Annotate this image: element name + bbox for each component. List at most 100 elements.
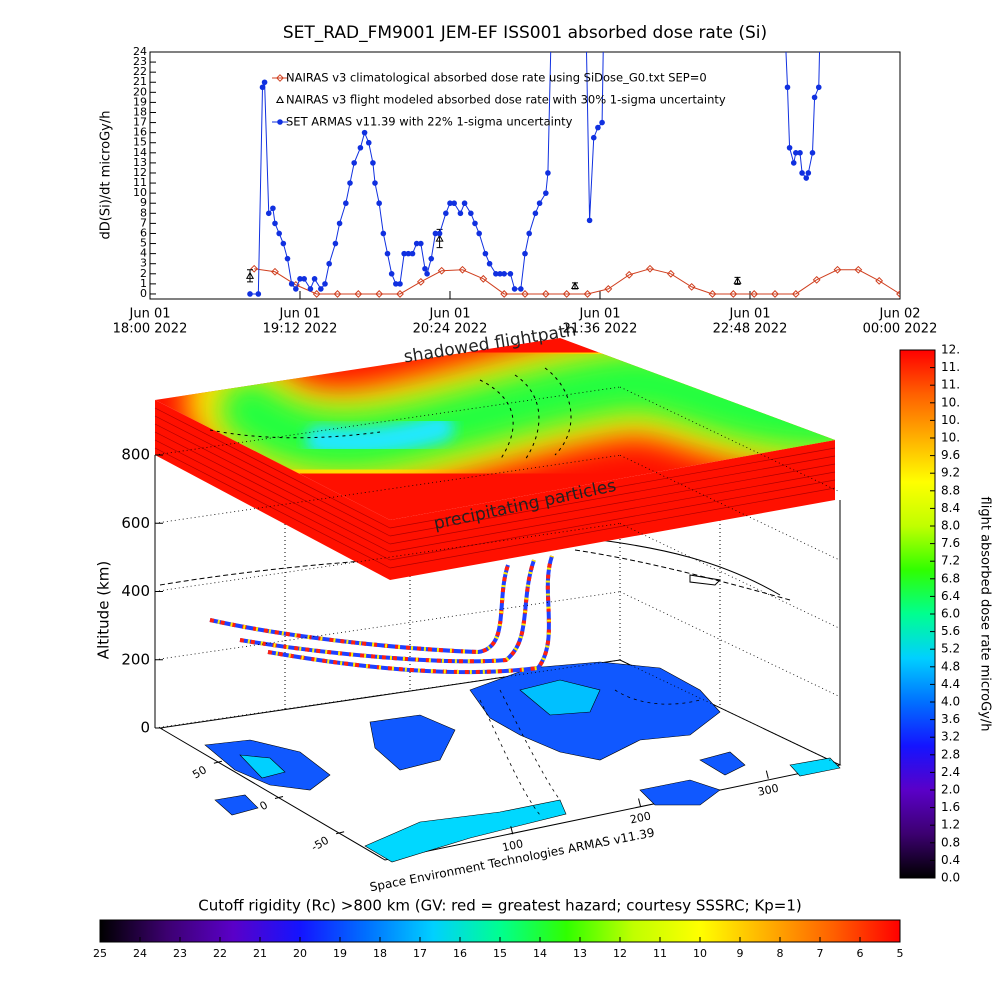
marker — [518, 286, 524, 292]
marker — [271, 267, 279, 276]
flight-tracks — [159, 539, 791, 601]
marker — [541, 290, 550, 298]
marker — [786, 144, 793, 151]
colorbar-tick-label: 10. — [941, 395, 960, 409]
colorbar-tick-label: 11 — [653, 947, 667, 960]
marker — [277, 119, 283, 125]
grid-line — [619, 591, 841, 698]
marker — [432, 230, 439, 237]
y-tick-label: 5 — [140, 237, 147, 250]
marker — [811, 94, 818, 101]
marker — [476, 230, 482, 237]
marker — [393, 281, 399, 287]
marker — [458, 265, 467, 274]
colorbar — [899, 349, 936, 879]
marker — [272, 220, 278, 227]
marker — [750, 290, 759, 298]
y-tick-label: 22 — [133, 65, 147, 78]
colorbar-tick-label: 1.6 — [941, 800, 960, 814]
z-tick-label: 200 — [121, 650, 150, 668]
marker — [312, 290, 321, 298]
colorbar-tick-label: 4.4 — [941, 677, 960, 691]
marker — [599, 119, 605, 126]
marker — [255, 291, 262, 297]
colorbar-tick-label: 8.0 — [941, 519, 960, 533]
colorbar-tick-label: 2.4 — [941, 765, 960, 779]
y-tick-label: 14 — [133, 146, 147, 159]
marker — [590, 134, 597, 141]
marker — [333, 290, 342, 298]
marker — [687, 282, 696, 291]
marker — [833, 265, 842, 274]
y-axis-label: dD(Si)/dt microGy/h — [99, 111, 114, 240]
marker — [532, 210, 539, 217]
colorbar-tick-label: 8.4 — [941, 501, 960, 515]
marker — [261, 79, 268, 86]
colorbar-tick-label: 10. — [941, 431, 960, 445]
colorbar-tick-label: 8 — [777, 947, 784, 960]
marker — [354, 290, 363, 298]
marker — [468, 210, 474, 217]
colorbar-tick-label: 10. — [941, 413, 960, 427]
y-tick-label: 12 — [133, 166, 147, 179]
colorbar-title: flight absorbed dose rate microGy/h — [978, 497, 993, 732]
colorbar-tick-label: 6.0 — [941, 607, 960, 621]
marker — [500, 290, 509, 298]
marker — [376, 200, 382, 207]
marker — [384, 250, 391, 257]
marker — [276, 74, 284, 82]
y-tick-label: 4 — [140, 247, 147, 260]
marker — [646, 264, 654, 273]
colorbar-title: Cutoff rigidity (Rc) >800 km (GV: red = … — [198, 897, 801, 915]
marker — [809, 150, 816, 156]
x-tick-label: 00:00 2022 — [863, 322, 938, 337]
legend-label: SET ARMAS v11.39 with 22% 1-sigma uncert… — [286, 115, 573, 129]
marker — [332, 240, 339, 247]
marker — [401, 250, 407, 257]
colorbar-tick-label: 8.8 — [941, 483, 960, 497]
lat-tick-label: 0 — [257, 798, 270, 813]
marker — [815, 84, 822, 91]
marker — [482, 250, 489, 257]
marker — [343, 200, 349, 207]
marker — [270, 205, 276, 212]
z-axis-label: Altitude (km) — [95, 561, 113, 659]
colorbar-tick-label: 24 — [133, 947, 147, 960]
marker — [413, 240, 420, 247]
series-line — [250, 52, 821, 295]
marker — [418, 240, 424, 247]
colorbar-tick-label: 6.4 — [941, 589, 960, 603]
marker — [625, 270, 634, 279]
dose-slab — [154, 338, 836, 580]
y-tick-label: 2 — [140, 267, 147, 280]
marker — [280, 240, 287, 247]
colorbar-tick-label: 4.8 — [941, 659, 960, 673]
lat-tick — [213, 760, 223, 764]
marker — [812, 275, 821, 284]
colorbar-tick-label: 1.2 — [941, 818, 960, 832]
x-tick-label: Jun 01 — [429, 307, 471, 322]
marker — [451, 200, 457, 207]
marker — [370, 160, 376, 166]
lon-tick — [765, 770, 769, 779]
marker — [288, 281, 295, 287]
colorbar-tick-label: 0.0 — [941, 871, 960, 885]
marker — [472, 220, 478, 227]
lon-tick-label: 200 — [629, 809, 652, 826]
marker — [536, 200, 543, 207]
y-tick-label: 13 — [133, 156, 147, 169]
colorbar-tick-label: 9 — [737, 947, 744, 960]
colorbar-tick-label: 3.6 — [941, 712, 960, 726]
marker — [501, 270, 507, 277]
plot-area — [245, 52, 900, 298]
plot-frame — [149, 51, 901, 300]
marker — [396, 290, 404, 298]
lon-tick-label: 100 — [501, 837, 524, 854]
marker — [436, 230, 443, 237]
marker — [372, 180, 378, 186]
colorbar-tick-label: 3.2 — [941, 730, 960, 744]
colorbar-tick-label: 20 — [293, 947, 307, 960]
legend-label: NAIRAS v3 flight modeled absorbed dose r… — [286, 93, 726, 107]
